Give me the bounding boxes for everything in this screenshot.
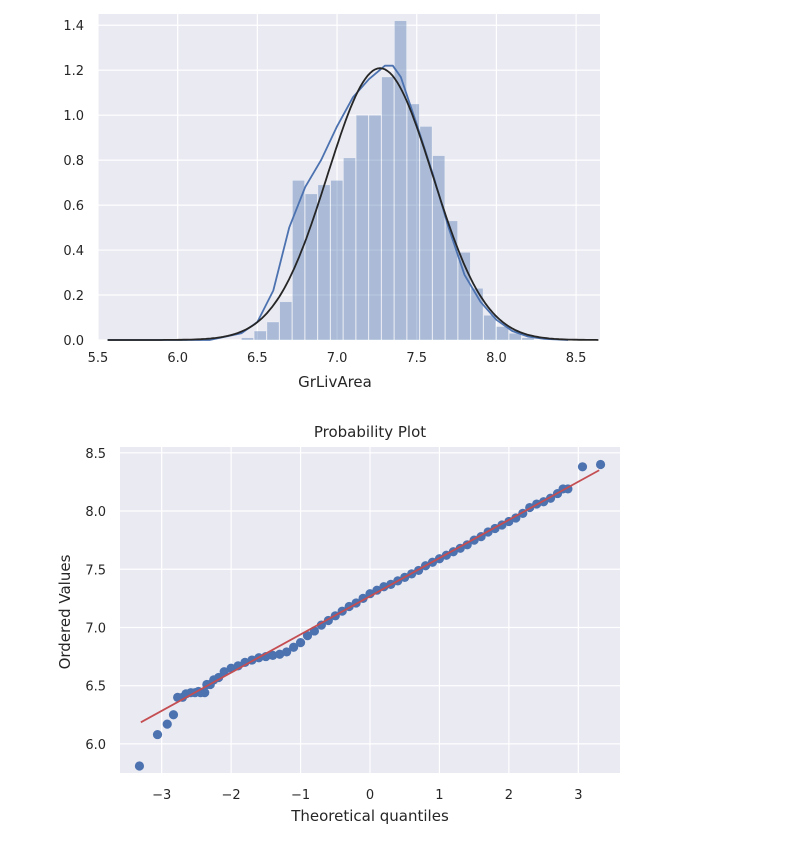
histogram-x-tick-label: 7.5	[406, 351, 427, 366]
histogram-panel: 5.5 6.0 6.5 7.0 7.5 8.0 8.5 0.0 0.2 0.4 0.6 0.8 1.0…	[63, 14, 600, 391]
probability-plot-title: Probability Plot	[314, 423, 426, 441]
probability-plot-y-tick-labels: 6.0 6.5 7.0 7.5 8.0 8.5	[85, 447, 106, 753]
histogram-bar	[330, 180, 344, 341]
probability-plot-point	[577, 462, 588, 472]
probability-plot-y-tick-label: 8.0	[85, 505, 106, 520]
histogram-bar	[355, 114, 369, 341]
histogram-bar	[304, 193, 318, 341]
histogram-curves	[107, 64, 599, 341]
probability-plot-y-tick-label: 6.0	[85, 738, 106, 753]
probability-plot-x-tick-label: 0	[366, 788, 374, 803]
histogram-bar	[483, 314, 497, 341]
histogram-bar	[419, 126, 433, 341]
probability-plot-x-tick-label: 2	[505, 788, 513, 803]
histogram-bar	[394, 20, 407, 341]
histogram-y-tick-label: 1.2	[63, 64, 84, 79]
probability-plot-y-tick-label: 7.5	[85, 563, 106, 578]
histogram-x-tick-label: 6.5	[247, 351, 268, 366]
probability-plot-point	[200, 688, 210, 698]
probability-plot-x-tick-labels: −3 −2 −1 0 1 2 3	[152, 788, 582, 803]
histogram-bar	[317, 184, 331, 341]
probability-plot-point	[289, 642, 299, 652]
probability-plot-panel: Probability Plot −3 −2 −1 0 1 2 3 6.0 6.5 7.0 7.5…	[56, 423, 620, 825]
histogram-y-tick-labels: 0.0 0.2 0.4 0.6 0.8 1.0 1.2 1.4	[63, 19, 84, 349]
histogram-bar	[253, 330, 267, 341]
probability-plot-point	[372, 585, 382, 595]
probability-plot-x-axis-label: Theoretical quantiles	[290, 807, 449, 825]
histogram-y-tick-label: 0.2	[63, 289, 84, 304]
histogram-x-tick-label: 5.5	[88, 351, 109, 366]
histogram-y-tick-label: 0.0	[63, 334, 84, 349]
normal-fit-curve	[107, 67, 599, 341]
histogram-bar	[496, 326, 509, 341]
histogram-bar	[279, 301, 293, 341]
probability-plot-x-tick-label: 1	[435, 788, 443, 803]
probability-plot-y-tick-label: 7.0	[85, 621, 106, 636]
histogram-bar	[457, 252, 471, 341]
probability-plot-point	[162, 719, 172, 729]
probability-plot-x-tick-label: −3	[152, 788, 171, 803]
probability-plot-y-tick-label: 8.5	[85, 447, 106, 462]
probability-plot-point	[295, 638, 306, 648]
probability-plot-point	[316, 620, 326, 630]
probability-plot-point	[168, 710, 179, 720]
probability-plot-point	[152, 729, 163, 740]
histogram-bar	[368, 114, 382, 341]
probability-plot-point	[219, 667, 229, 677]
histogram-bar	[241, 337, 254, 341]
probability-plot-x-tick-label: −2	[222, 788, 241, 803]
probability-plot-y-tick-label: 6.5	[85, 680, 106, 695]
kde-curve	[107, 64, 569, 341]
probability-plot-x-tick-label: −1	[291, 788, 310, 803]
probability-plot-point	[275, 649, 285, 659]
histogram-y-tick-label: 1.0	[63, 109, 84, 124]
histogram-bar	[445, 220, 458, 341]
histogram-bar	[266, 321, 280, 341]
histogram-y-tick-label: 0.6	[63, 199, 84, 214]
probability-plot-fit-line	[140, 469, 600, 724]
histogram-bar	[508, 332, 522, 341]
histogram-bar	[381, 76, 395, 341]
probability-plot-point	[134, 761, 145, 771]
probability-plot-point	[595, 459, 606, 470]
histogram-y-tick-label: 1.4	[63, 19, 84, 34]
histogram-y-tick-label: 0.4	[63, 244, 84, 259]
probability-plot-fit	[140, 469, 600, 724]
histogram-plot-area	[98, 14, 600, 340]
histogram-bar	[406, 103, 420, 341]
histogram-x-tick-label: 8.0	[486, 351, 507, 366]
histogram-bar	[343, 157, 356, 341]
probability-plot-x-tick-label: 3	[574, 788, 582, 803]
histogram-x-tick-labels: 5.5 6.0 6.5 7.0 7.5 8.0 8.5	[88, 351, 587, 366]
histogram-x-tick-label: 7.0	[327, 351, 348, 366]
histogram-x-tick-label: 8.5	[566, 351, 587, 366]
probability-plot-point	[302, 631, 313, 641]
probability-plot-point	[268, 650, 278, 661]
histogram-y-tick-label: 0.8	[63, 154, 84, 169]
probability-plot-y-axis-label: Ordered Values	[56, 554, 74, 669]
histogram-bar	[521, 337, 535, 341]
histogram-x-tick-label: 6.0	[167, 351, 188, 366]
probability-plot-point	[282, 647, 292, 657]
histogram-x-axis-label: GrLivArea	[298, 373, 372, 391]
